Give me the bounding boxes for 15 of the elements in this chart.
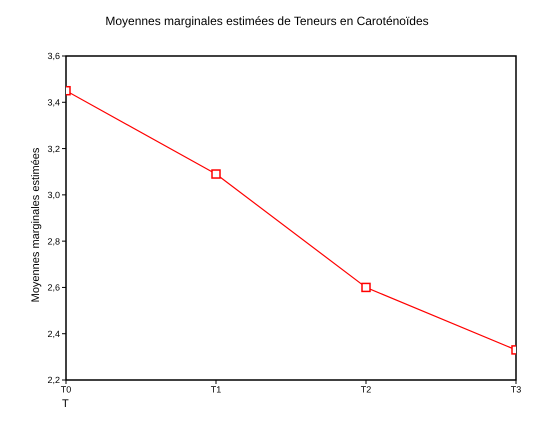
y-tick-label: 3,0 xyxy=(47,190,60,200)
x-tick-label: T1 xyxy=(210,384,222,394)
y-tick-label: 3,4 xyxy=(47,97,60,108)
x-axis-title: T xyxy=(62,398,69,410)
y-tick-label: 2,6 xyxy=(47,282,60,293)
chart-title: Moyennes marginales estimées de Teneurs en Caroténoïdes xyxy=(104,14,430,28)
x-tick-label: T2 xyxy=(360,384,372,394)
y-tick-label: 2,2 xyxy=(47,375,60,386)
y-tick-label: 3,6 xyxy=(47,51,60,62)
y-tick-label: 3,2 xyxy=(47,144,60,154)
y-tick-label: 2,4 xyxy=(47,328,60,339)
y-tick-label: 2,8 xyxy=(47,236,60,246)
y-axis-title: Moyennes marginales estimées xyxy=(30,146,43,304)
x-tick-label: T3 xyxy=(510,384,522,394)
x-tick-label: T0 xyxy=(60,384,72,394)
